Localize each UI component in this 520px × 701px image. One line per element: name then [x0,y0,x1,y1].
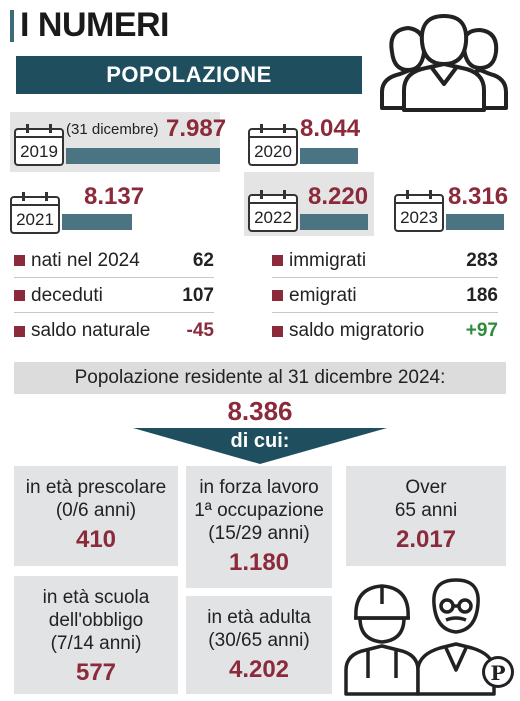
group-label-adult: in età adulta [207,607,311,628]
group-value-school: 577 [75,659,117,686]
resident-population-total: 8.386 [227,396,293,426]
stat-row-natural-balance: saldo naturale -45 [14,314,214,348]
group-range-workforce: (15/29 anni) [208,523,310,544]
year-label-2020: 2020 [254,142,292,161]
group-range-adult: (30/65 anni) [208,630,310,651]
group-label-school-2: dell'obbligo [48,610,144,631]
calendar-icon-2023: 2023 [394,190,444,232]
title-accent [10,10,14,42]
year-label-2019: 2019 [20,142,58,161]
group-box-adult: in età adulta (30/65 anni) 4.202 [186,596,332,694]
bullet-square [14,255,25,266]
calendar-icon-2021: 2021 [10,192,60,234]
stat-value-immigrants: 283 [466,249,498,271]
group-value-adult: 4.202 [228,656,290,683]
down-arrow-shape [133,428,387,464]
calendar-icon-2022: 2022 [248,190,298,232]
stat-label-immigrants: immigrati [289,249,367,271]
year-value-2019: 7.987 [166,115,227,142]
year-value-2023: 8.316 [448,183,509,210]
group-label-over65: Over [405,477,447,498]
year-label-2021: 2021 [16,210,54,229]
year-note-2019: (31 dicembre) [66,121,159,138]
stat-row-emigrants: emigrati 186 [272,279,498,313]
of-which-label: di cui: [230,430,290,452]
stat-value-emigrants: 186 [466,284,498,306]
group-box-workforce: in forza lavoro 1ª occupazione (15/29 an… [186,466,332,588]
year-bar-2021 [62,214,132,230]
resident-population-label: Popolazione residente al 31 dicembre 202… [14,362,506,394]
bullet-square [272,325,283,337]
group-label-workforce-2: 1ª occupazione [194,500,324,521]
stat-row-migration-balance: saldo migratorio +97 [272,314,498,348]
year-label-2023: 2023 [400,208,438,227]
year-value-2020: 8.044 [300,115,361,142]
stat-value-migration-balance: +97 [465,320,498,341]
group-value-preschool: 410 [75,526,117,553]
year-bar-2023 [446,214,504,230]
stat-value-births: 62 [192,249,214,271]
year-label-2022: 2022 [254,208,292,227]
bullet-square [14,325,25,337]
group-range-preschool: (0/6 anni) [55,500,137,521]
stat-label-emigrants: emigrati [289,284,357,306]
stat-label-migration-balance: saldo migratorio [289,320,425,341]
stat-row-immigrants: immigrati 283 [272,244,498,278]
stat-value-natural-balance: -45 [186,320,214,341]
group-box-over65: Over 65 anni 2.017 [346,466,506,566]
year-bar-2019 [66,148,220,164]
svg-text:P: P [490,661,505,685]
year-value-2022: 8.220 [308,183,369,210]
stat-label-deaths: deceduti [31,284,103,306]
stat-label-births: nati nel 2024 [31,249,140,271]
stat-row-deaths: deceduti 107 [14,279,214,313]
group-value-workforce: 1.180 [228,549,290,576]
bullet-square [272,255,283,266]
calendar-icon-2019: 2019 [14,124,64,166]
year-bar-2022 [300,214,368,230]
group-range-school: (7/14 anni) [50,633,142,654]
group-range-over65: 65 anni [394,500,458,521]
year-bar-2020 [300,148,358,164]
group-label-school: in età scuola [42,587,150,608]
page-title: I NUMERI [20,6,170,44]
year-value-2021: 8.137 [84,183,145,210]
group-label-workforce: in forza lavoro [199,477,319,498]
group-label-preschool: in età prescolare [25,477,167,498]
bullet-square [272,290,283,301]
people-group-icon [380,14,508,112]
worker-and-elderly-icon: P [344,578,514,696]
bullet-square [14,290,25,301]
stat-row-births: nati nel 2024 62 [14,244,214,278]
group-value-over65: 2.017 [395,526,457,553]
calendar-icon-2020: 2020 [248,124,298,166]
stat-label-natural-balance: saldo naturale [31,320,151,341]
group-box-preschool: in età prescolare (0/6 anni) 410 [14,466,178,566]
section-banner: POPOLAZIONE [16,56,362,94]
stat-value-deaths: 107 [182,284,214,306]
group-box-school: in età scuola dell'obbligo (7/14 anni) 5… [14,576,178,694]
